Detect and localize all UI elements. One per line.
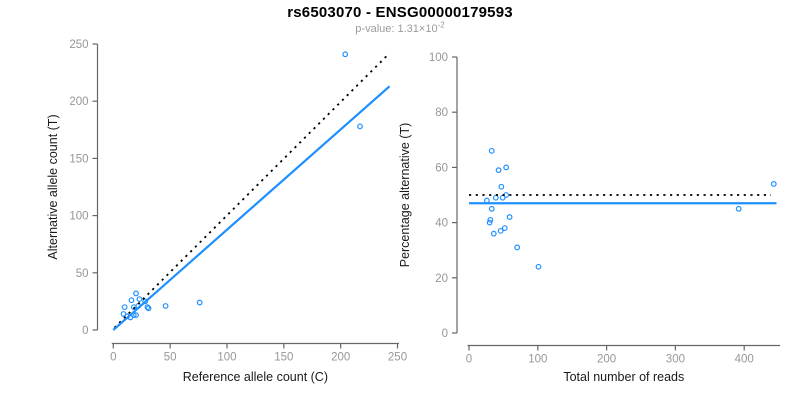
data-point — [770, 181, 777, 187]
data-point — [497, 227, 504, 234]
data-point — [121, 304, 128, 311]
x-tick-label: 0 — [110, 352, 116, 364]
x-tick-label: 100 — [528, 354, 547, 366]
y-tick-label: 0 — [82, 325, 88, 337]
identity-line — [113, 54, 388, 329]
x-axis-title: Total number of reads — [563, 370, 684, 384]
y-tick-label: 100 — [69, 211, 88, 223]
y-tick-label: 150 — [69, 153, 88, 165]
y-tick-label: 250 — [69, 39, 88, 51]
data-point — [136, 296, 143, 303]
data-point — [488, 205, 495, 212]
y-tick-label: 0 — [442, 328, 448, 340]
data-point — [144, 304, 151, 311]
y-tick-label: 60 — [435, 162, 448, 174]
data-point — [486, 219, 493, 226]
data-point — [498, 183, 505, 190]
y-tick-label: 200 — [69, 96, 88, 108]
p-value-exponent: -2 — [437, 20, 445, 30]
data-point — [133, 290, 139, 297]
x-tick-label: 300 — [666, 354, 685, 366]
data-point — [492, 194, 499, 201]
y-axis-title: Percentage alternative (T) — [398, 123, 412, 268]
x-tick-label: 400 — [735, 354, 754, 366]
data-point — [133, 312, 139, 319]
data-point — [483, 197, 490, 204]
regression-line — [112, 85, 391, 331]
data-point — [488, 147, 495, 154]
data-point — [357, 123, 363, 130]
x-tick-label: 100 — [217, 352, 236, 364]
data-point — [735, 205, 742, 212]
x-tick-label: 200 — [331, 352, 350, 364]
data-point — [499, 194, 506, 201]
y-tick-label: 40 — [435, 218, 448, 230]
data-point — [535, 263, 542, 270]
y-axis-title: Alternative allele count (T) — [46, 114, 60, 259]
data-point — [487, 216, 494, 223]
y-tick-label: 20 — [435, 273, 448, 285]
data-point — [142, 298, 149, 305]
y-tick-label: 100 — [429, 52, 448, 64]
data-point — [145, 305, 152, 312]
x-tick-label: 50 — [164, 352, 177, 364]
data-point — [490, 230, 497, 237]
data-point — [503, 164, 510, 171]
x-tick-label: 250 — [388, 352, 407, 364]
p-value-subtitle: p-value: 1.31×10-2 — [0, 20, 800, 35]
y-tick-label: 50 — [76, 268, 89, 280]
x-tick-label: 150 — [274, 352, 293, 364]
p-value-base: p-value: 1.31×10 — [355, 23, 438, 35]
y-tick-label: 80 — [435, 107, 448, 119]
data-point — [514, 244, 521, 251]
data-point — [501, 225, 508, 232]
x-axis-title: Reference allele count (C) — [183, 370, 328, 384]
x-tick-label: 200 — [597, 354, 616, 366]
page-title: rs6503070 - ENSG00000179593 — [287, 4, 513, 21]
data-point — [196, 299, 203, 306]
data-point — [495, 167, 502, 174]
data-point — [342, 51, 349, 58]
x-tick-label: 0 — [466, 354, 472, 366]
data-point — [162, 303, 169, 309]
data-point — [506, 214, 513, 220]
data-point — [128, 297, 135, 304]
